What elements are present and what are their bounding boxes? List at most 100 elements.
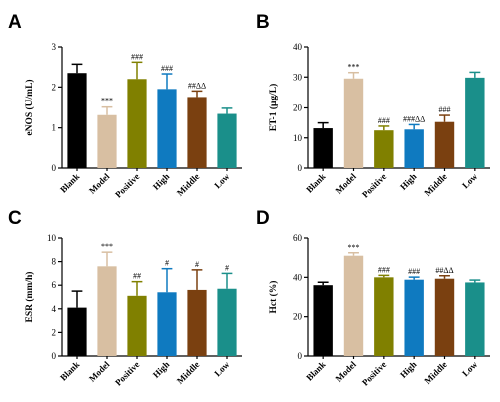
bar-positive [374, 130, 394, 168]
y-axis-label: ET-1 (μg/L) [268, 84, 279, 132]
category-label: Positive [360, 171, 388, 199]
y-tick-label: 40 [293, 272, 303, 282]
category-label: Middle [422, 359, 449, 386]
bar-high [404, 129, 424, 168]
category-label: Positive [113, 171, 141, 199]
significance-label: # [225, 263, 229, 272]
y-tick-label: 2 [52, 327, 57, 337]
bar-blank [67, 73, 87, 168]
category-label: Low [460, 171, 479, 190]
category-label: Middle [175, 359, 202, 386]
category-label: Blank [58, 359, 81, 382]
y-tick-label: 1 [52, 123, 57, 133]
significance-label: ### [131, 52, 143, 61]
panel-letter: B [256, 12, 270, 33]
significance-label: ### [408, 267, 420, 276]
panel-d: D Hct (%) 0 20 40 60 Blank Model *** Positive ### H… [256, 208, 490, 388]
y-tick-label: 30 [293, 72, 303, 82]
category-label: Low [460, 359, 479, 378]
bar-low [217, 113, 237, 168]
significance-label: # [165, 259, 169, 268]
category-label: Low [212, 171, 231, 190]
bar-model [343, 78, 364, 168]
category-label: High [398, 359, 419, 380]
category-label: Middle [422, 171, 449, 198]
bar-model [97, 266, 117, 356]
panel-letter: C [8, 208, 22, 229]
y-tick-label: 2 [52, 82, 57, 92]
bar-low [217, 288, 237, 356]
y-axis-label: ESR (mm/h) [24, 272, 35, 323]
category-label: Model [87, 359, 112, 384]
category-label: Model [334, 359, 359, 384]
y-tick-label: 60 [293, 233, 303, 243]
category-label: Model [87, 171, 112, 196]
axes [307, 47, 490, 169]
category-label: Low [212, 359, 231, 378]
bar-high [157, 89, 177, 168]
significance-label: ##ΔΔ [188, 81, 206, 90]
y-tick-label: 20 [293, 312, 303, 322]
category-label: High [398, 171, 419, 192]
panel-c: C ESR (mm/h) 0 2 4 6 8 10 Blank Model *** Positive #… [8, 208, 242, 388]
y-tick-label: 0 [52, 351, 57, 361]
bar-low [465, 282, 485, 356]
bar-positive [374, 277, 394, 356]
panel-b: B ET-1 (μg/L) 0 10 20 30 40 Blank Model *** Positi… [256, 12, 490, 200]
bar-low [465, 77, 485, 168]
y-tick-label: 0 [52, 163, 57, 173]
category-label: Middle [175, 171, 202, 198]
y-tick-label: 10 [47, 233, 57, 243]
axes [61, 238, 242, 357]
category-label: Positive [360, 359, 388, 387]
y-tick-label: 4 [52, 304, 57, 314]
bar-blank [313, 285, 333, 356]
y-tick-label: 40 [293, 42, 303, 52]
bar-middle [434, 121, 455, 168]
significance-label: *** [348, 63, 360, 72]
y-axis-label: eNOS (U/mL) [24, 79, 35, 135]
significance-label: *** [101, 97, 113, 106]
significance-label: ### [378, 265, 390, 274]
bar-middle [187, 289, 207, 356]
significance-label: ### [161, 64, 173, 73]
axes [307, 238, 490, 357]
y-axis-label: Hct (%) [268, 281, 279, 314]
bar-positive [127, 295, 147, 356]
axes [61, 47, 242, 169]
significance-label: ##ΔΔ [435, 266, 453, 275]
category-label: High [151, 171, 172, 192]
bar-blank [67, 307, 87, 356]
category-label: Blank [304, 359, 327, 382]
bar-middle [434, 278, 455, 356]
category-label: Positive [113, 359, 141, 387]
panel-letter: A [8, 12, 22, 33]
y-tick-label: 0 [298, 163, 303, 173]
significance-label: *** [101, 242, 113, 251]
y-tick-label: 0 [298, 351, 303, 361]
y-tick-label: 3 [52, 42, 57, 52]
y-tick-label: 10 [293, 133, 303, 143]
significance-label: ### [439, 105, 451, 114]
bar-middle [187, 97, 207, 168]
significance-label: ###ΔΔ [403, 114, 425, 123]
significance-label: # [195, 260, 199, 269]
y-tick-label: 6 [52, 280, 57, 290]
significance-label: ### [378, 116, 390, 125]
bar-high [157, 292, 177, 356]
y-tick-label: 8 [52, 257, 57, 267]
bar-positive [127, 79, 147, 168]
bar-model [343, 255, 364, 356]
category-label: Blank [304, 171, 327, 194]
category-label: Blank [58, 171, 81, 194]
bar-high [404, 279, 424, 356]
bar-blank [313, 128, 333, 168]
bar-model [97, 114, 117, 168]
significance-label: *** [348, 243, 360, 252]
panel-letter: D [256, 208, 270, 229]
y-tick-label: 20 [293, 103, 303, 113]
category-label: High [151, 359, 172, 380]
significance-label: ## [133, 272, 141, 281]
